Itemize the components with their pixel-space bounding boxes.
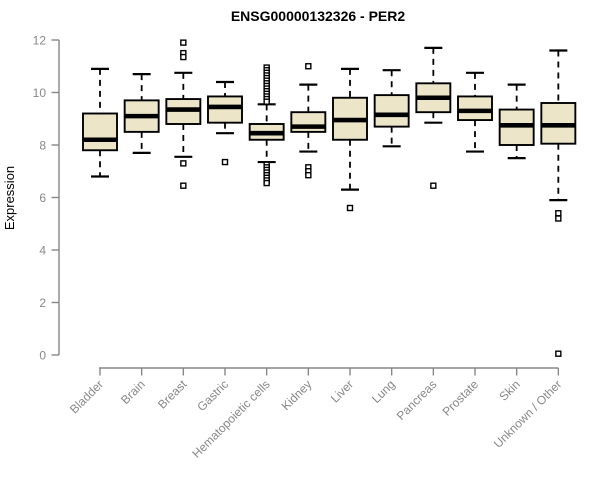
outlier-point bbox=[180, 182, 187, 189]
x-tick-label: Lung bbox=[369, 377, 398, 406]
boxplot-pancreas bbox=[415, 46, 452, 189]
x-tick-label: Breast bbox=[155, 377, 190, 412]
iqr-box bbox=[82, 112, 118, 152]
boxplot-unknown-other bbox=[540, 49, 577, 357]
boxplot-gastric bbox=[207, 80, 243, 166]
y-tick-label: 6 bbox=[39, 191, 46, 205]
y-tick-label: 0 bbox=[39, 349, 46, 363]
x-tick-label: Prostate bbox=[440, 377, 482, 419]
outlier-point bbox=[555, 350, 562, 357]
boxplot-liver bbox=[332, 67, 368, 212]
x-tick-label: Liver bbox=[328, 377, 356, 405]
boxplot-kidney bbox=[290, 63, 327, 179]
iqr-box bbox=[207, 95, 243, 124]
boxplot-lung bbox=[373, 69, 410, 148]
outlier-point bbox=[263, 98, 270, 105]
boxplot-brain bbox=[123, 73, 160, 154]
x-tick-label: Bladder bbox=[67, 377, 106, 416]
y-axis-label: Expression bbox=[2, 166, 17, 230]
y-tick-label: 10 bbox=[33, 86, 47, 100]
boxplot-bladder bbox=[82, 67, 118, 178]
boxplot-breast bbox=[165, 39, 202, 189]
outlier-point bbox=[555, 210, 562, 217]
y-tick-label: 8 bbox=[39, 139, 46, 153]
x-tick-label: Pancreas bbox=[394, 377, 440, 423]
boxplot-hematopoietic-cells bbox=[248, 64, 285, 187]
boxplot-prostate bbox=[457, 71, 493, 153]
outlier-point bbox=[221, 158, 229, 166]
y-tick-label: 2 bbox=[39, 296, 46, 310]
y-axis: 0 2 4 6 8 10 12 bbox=[33, 34, 60, 363]
x-tick-label: Skin bbox=[496, 377, 522, 403]
x-tick-label: Kidney bbox=[279, 377, 315, 413]
outlier-point bbox=[180, 160, 187, 167]
y-tick-label: 12 bbox=[33, 34, 47, 48]
outlier-point bbox=[263, 179, 270, 187]
x-tick-label: Hematopoietic cells bbox=[189, 377, 272, 460]
y-tick-label: 4 bbox=[39, 244, 46, 258]
x-tick-label: Brain bbox=[118, 377, 148, 407]
chart-title: ENSG00000132326 - PER2 bbox=[231, 8, 406, 24]
outlier-point bbox=[180, 53, 187, 61]
outlier-point bbox=[180, 39, 187, 46]
outlier-point bbox=[555, 215, 562, 222]
boxplot-skin bbox=[498, 83, 535, 160]
boxplot-series bbox=[82, 39, 577, 357]
outlier-point bbox=[305, 63, 312, 70]
outlier-point bbox=[346, 204, 354, 212]
x-tick-label: Gastric bbox=[194, 377, 231, 414]
outlier-point bbox=[305, 171, 312, 179]
outlier-point bbox=[430, 182, 437, 189]
iqr-box bbox=[457, 95, 493, 122]
iqr-box bbox=[373, 94, 410, 128]
